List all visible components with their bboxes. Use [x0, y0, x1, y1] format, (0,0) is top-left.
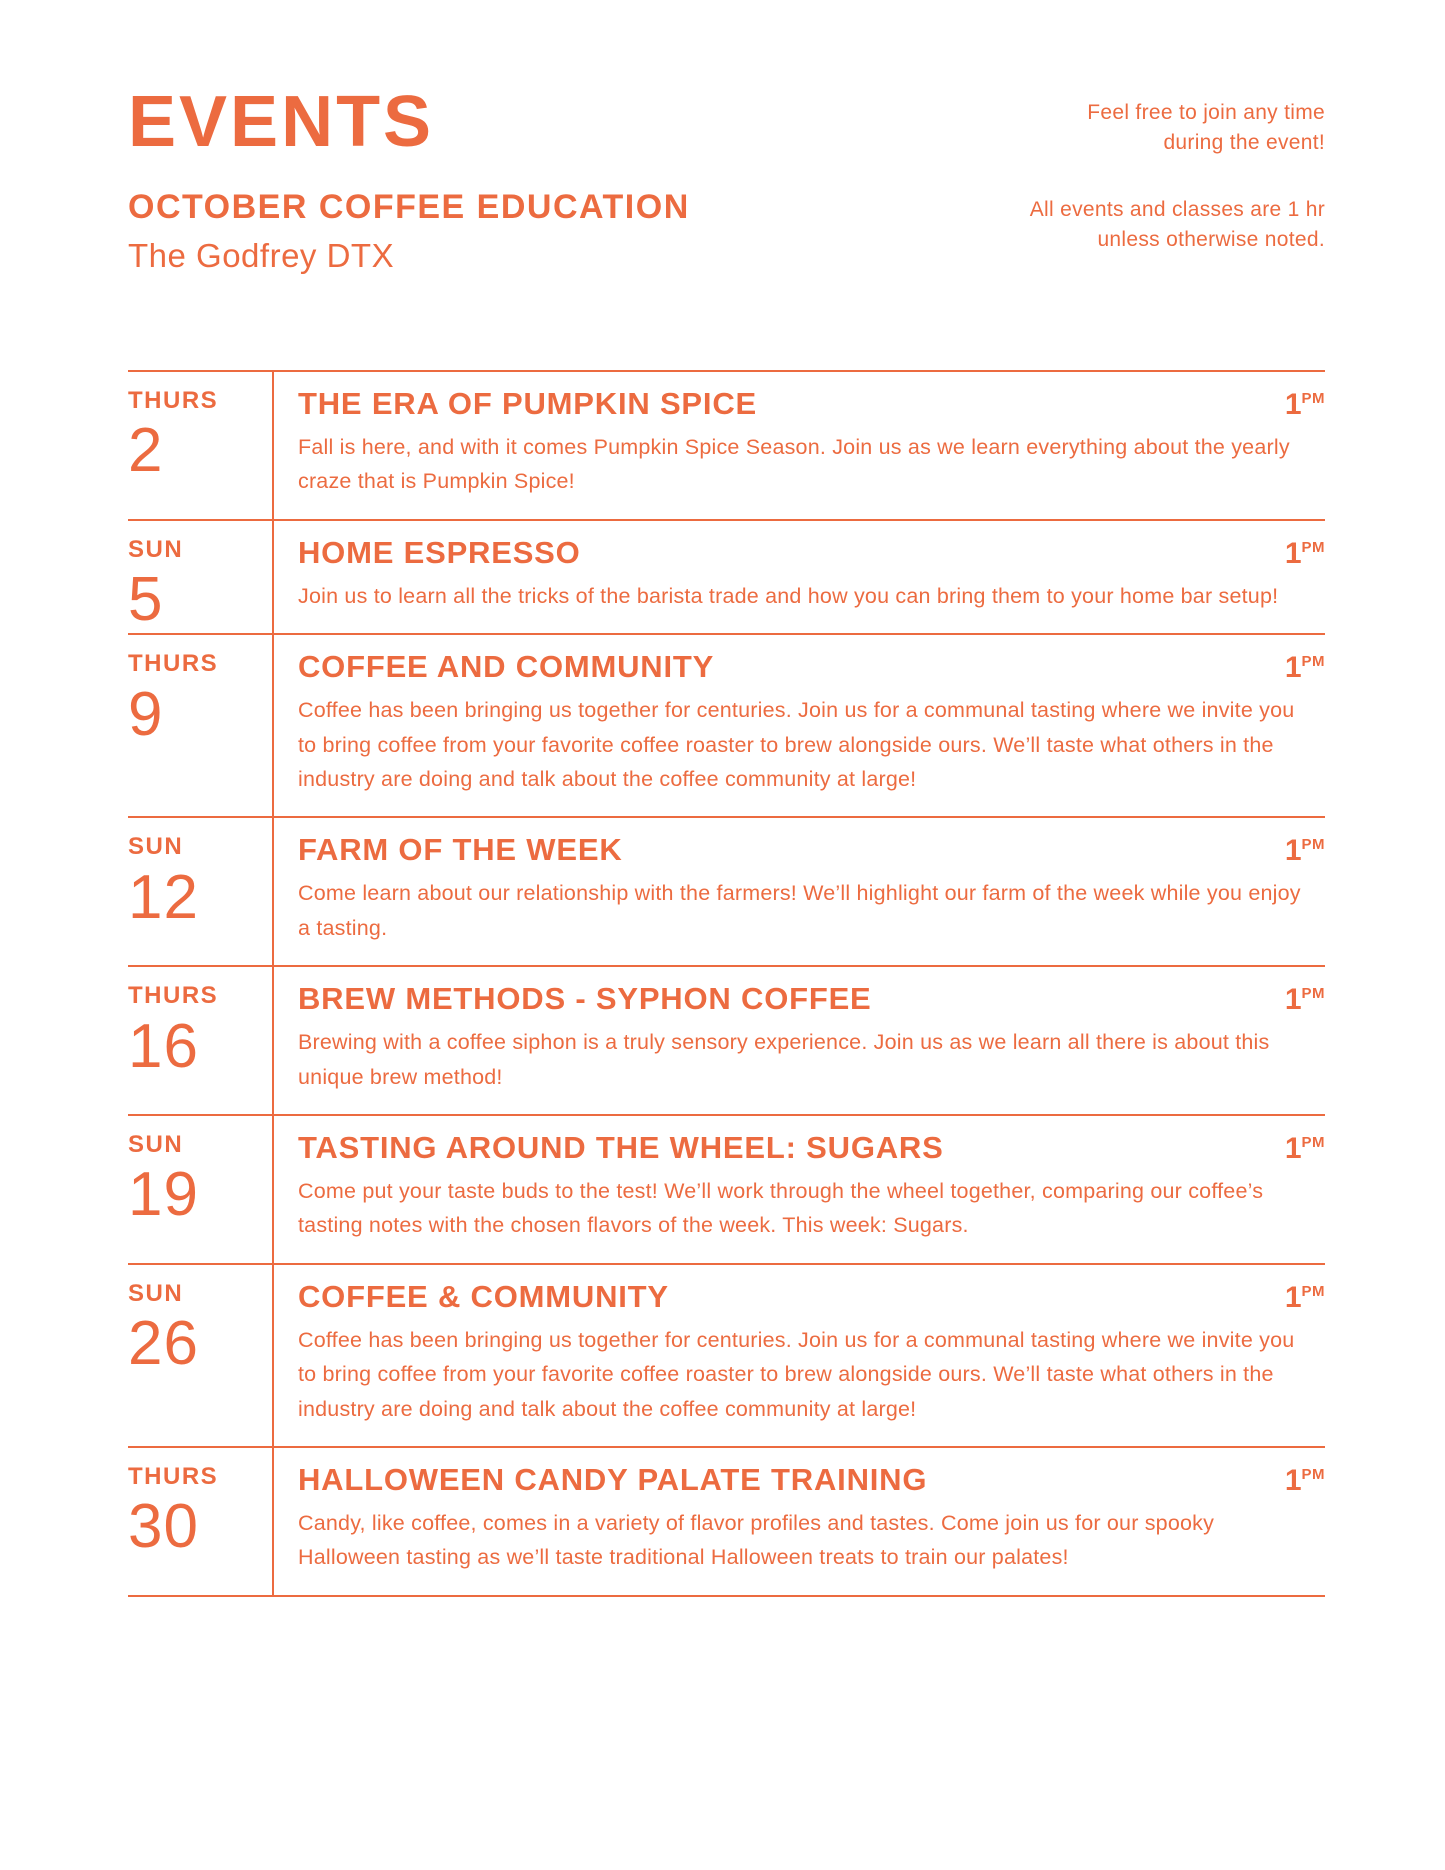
event-time: 1PM [1285, 981, 1325, 1017]
event-time-meridiem: PM [1301, 653, 1325, 671]
event-title: HOME ESPRESSO [298, 534, 581, 570]
event-day-label: THURS [128, 982, 219, 1010]
event-time: 1PM [1285, 1130, 1325, 1166]
event-day-number: 12 [128, 862, 199, 932]
event-content-cell: HALLOWEEN CANDY PALATE TRAINING 1PM Cand… [274, 1448, 1325, 1595]
event-title: THE ERA OF PUMPKIN SPICE [298, 386, 757, 422]
event-time: 1PM [1285, 649, 1325, 685]
event-day-number: 9 [128, 679, 164, 749]
event-time-hour: 1 [1284, 1280, 1302, 1314]
event-time-meridiem: PM [1301, 1282, 1325, 1300]
header-notes: Feel free to join any time during the ev… [1030, 86, 1325, 256]
event-time-hour: 1 [1284, 1463, 1302, 1497]
event-time-meridiem: PM [1301, 1465, 1325, 1483]
event-title: FARM OF THE WEEK [298, 832, 623, 868]
event-row: SUN 19 TASTING AROUND THE WHEEL: SUGARS … [128, 1113, 1325, 1263]
event-title: BREW METHODS - SYPHON COFFEE [298, 981, 872, 1017]
event-row: SUN 12 FARM OF THE WEEK 1PM Come learn a… [128, 816, 1325, 966]
event-day-label: THURS [128, 1462, 219, 1490]
event-title: COFFEE AND COMMUNITY [298, 649, 715, 685]
event-description: Join us to learn all the tricks of the b… [298, 583, 1279, 608]
event-description: Come put your taste buds to the test! We… [298, 1178, 1264, 1238]
event-date-cell: THURS 9 [128, 635, 274, 817]
event-title-line: HOME ESPRESSO 1PM [298, 535, 1325, 571]
event-day-number: 2 [128, 416, 164, 486]
event-time-hour: 1 [1284, 388, 1302, 422]
event-title-line: HALLOWEEN CANDY PALATE TRAINING 1PM [298, 1462, 1325, 1498]
event-time: 1PM [1285, 386, 1325, 422]
event-time-hour: 1 [1284, 651, 1302, 685]
event-time: 1PM [1285, 1462, 1325, 1498]
event-content-cell: FARM OF THE WEEK 1PM Come learn about ou… [274, 818, 1325, 965]
event-title: COFFEE & COMMUNITY [298, 1278, 669, 1314]
event-description: Fall is here, and with it comes Pumpkin … [298, 435, 1290, 494]
event-content-cell: COFFEE AND COMMUNITY 1PM Coffee has been… [274, 635, 1325, 816]
event-time: 1PM [1285, 535, 1325, 571]
event-content-cell: COFFEE & COMMUNITY 1PM Coffee has been b… [274, 1265, 1325, 1446]
event-date-cell: SUN 12 [128, 818, 274, 966]
event-content-cell: TASTING AROUND THE WHEEL: SUGARS 1PM Com… [274, 1116, 1325, 1263]
event-date-cell: SUN 26 [128, 1264, 274, 1446]
event-day-number: 30 [128, 1492, 199, 1562]
poster-location: The Godfrey DTX [128, 237, 395, 275]
event-row: THURS 2 THE ERA OF PUMPKIN SPICE 1PM Fal… [128, 370, 1325, 519]
event-day-label: THURS [128, 387, 219, 415]
event-description: Candy, like coffee, comes in a variety o… [298, 1510, 1215, 1570]
event-day-number: 26 [128, 1309, 199, 1379]
event-title-line: FARM OF THE WEEK 1PM [298, 832, 1325, 868]
event-day-label: SUN [128, 1130, 184, 1158]
event-content-cell: THE ERA OF PUMPKIN SPICE 1PM Fall is her… [274, 372, 1325, 519]
event-time-meridiem: PM [1301, 1133, 1325, 1151]
poster-header-left: EVENTS OCTOBER COFFEE EDUCATION The Godf… [128, 86, 690, 275]
event-day-label: THURS [128, 650, 219, 678]
event-day-label: SUN [128, 1279, 184, 1307]
event-title: HALLOWEEN CANDY PALATE TRAINING [298, 1461, 928, 1497]
event-date-cell: THURS 16 [128, 967, 274, 1114]
poster-header: EVENTS OCTOBER COFFEE EDUCATION The Godf… [128, 86, 1325, 275]
event-row: THURS 30 HALLOWEEN CANDY PALATE TRAINING… [128, 1445, 1325, 1595]
event-day-label: SUN [128, 833, 184, 861]
event-row: SUN 5 HOME ESPRESSO 1PM Join us to learn… [128, 518, 1325, 635]
event-title-line: BREW METHODS - SYPHON COFFEE 1PM [298, 981, 1325, 1017]
event-time-hour: 1 [1284, 1131, 1302, 1165]
event-row: THURS 16 BREW METHODS - SYPHON COFFEE 1P… [128, 965, 1325, 1114]
event-title-line: COFFEE AND COMMUNITY 1PM [298, 649, 1325, 685]
event-time-meridiem: PM [1301, 390, 1325, 408]
event-title-line: COFFEE & COMMUNITY 1PM [298, 1279, 1325, 1315]
event-date-cell: SUN 5 [128, 520, 274, 635]
event-time-meridiem: PM [1301, 538, 1325, 556]
event-description: Coffee has been bringing us together for… [298, 1327, 1295, 1421]
poster-subtitle: OCTOBER COFFEE EDUCATION [128, 188, 690, 226]
note-join-anytime: Feel free to join any time during the ev… [1087, 101, 1325, 155]
event-time-hour: 1 [1284, 536, 1302, 570]
event-time: 1PM [1285, 832, 1325, 868]
event-day-number: 16 [128, 1011, 199, 1081]
event-description: Brewing with a coffee siphon is a truly … [298, 1030, 1270, 1089]
event-description: Come learn about our relationship with t… [298, 881, 1301, 940]
event-day-label: SUN [128, 535, 184, 563]
event-content-cell: BREW METHODS - SYPHON COFFEE 1PM Brewing… [274, 967, 1325, 1114]
event-date-cell: SUN 19 [128, 1115, 274, 1263]
event-row: SUN 26 COFFEE & COMMUNITY 1PM Coffee has… [128, 1262, 1325, 1446]
event-time-meridiem: PM [1301, 985, 1325, 1003]
event-row: THURS 9 COFFEE AND COMMUNITY 1PM Coffee … [128, 633, 1325, 817]
event-date-cell: THURS 2 [128, 372, 274, 519]
poster-title: EVENTS [128, 82, 435, 162]
event-time: 1PM [1285, 1279, 1325, 1315]
events-list: THURS 2 THE ERA OF PUMPKIN SPICE 1PM Fal… [128, 370, 1325, 1597]
event-title-line: TASTING AROUND THE WHEEL: SUGARS 1PM [298, 1130, 1325, 1166]
event-time-meridiem: PM [1301, 836, 1325, 854]
event-time-hour: 1 [1284, 834, 1302, 868]
event-date-cell: THURS 30 [128, 1447, 274, 1595]
event-day-number: 5 [128, 565, 164, 635]
event-day-number: 19 [128, 1160, 199, 1230]
event-description: Coffee has been bringing us together for… [298, 698, 1295, 791]
event-content-cell: HOME ESPRESSO 1PM Join us to learn all t… [274, 521, 1325, 633]
event-time-hour: 1 [1284, 983, 1302, 1017]
event-title: TASTING AROUND THE WHEEL: SUGARS [298, 1129, 944, 1165]
note-duration: All events and classes are 1 hr unless o… [1029, 197, 1325, 252]
event-title-line: THE ERA OF PUMPKIN SPICE 1PM [298, 386, 1325, 422]
